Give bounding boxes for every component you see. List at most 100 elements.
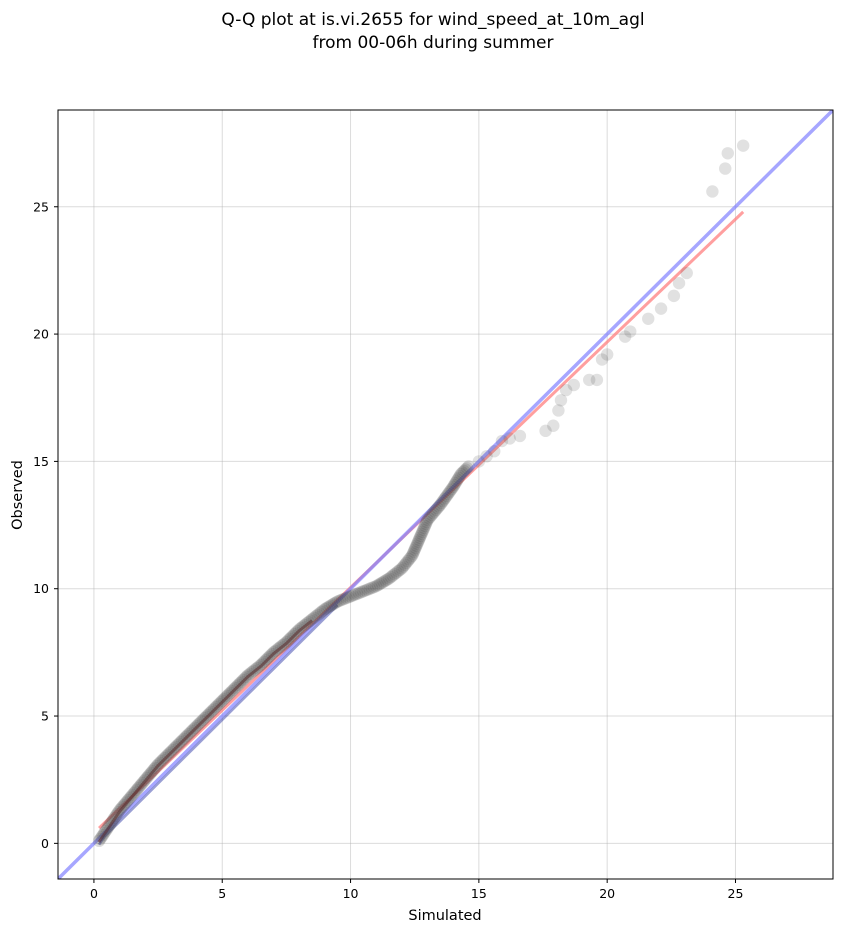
qq-point	[227, 683, 240, 696]
qq-point	[421, 513, 434, 527]
qq-point	[232, 678, 245, 692]
qq-point	[259, 654, 272, 667]
qq-point	[191, 718, 205, 731]
qq-point	[238, 672, 251, 685]
qq-point	[583, 373, 596, 387]
qq-point	[262, 650, 275, 664]
qq-point	[462, 460, 475, 473]
qq-point	[294, 621, 308, 635]
qq-point	[398, 558, 412, 571]
qq-point	[204, 705, 218, 719]
chart-title-line-1: Q-Q plot at is.vi.2655 for wind_speed_at…	[221, 10, 644, 30]
qq-point	[185, 724, 198, 738]
qq-point	[133, 780, 146, 793]
reference-lines	[58, 110, 833, 879]
qq-point	[159, 750, 173, 763]
qq-point	[278, 637, 291, 650]
qq-point	[300, 617, 313, 630]
qq-point	[412, 533, 426, 546]
qq-point	[552, 404, 565, 417]
qq-point	[265, 647, 279, 661]
qq-point	[109, 809, 122, 823]
qq-point	[92, 834, 106, 848]
qq-point	[131, 781, 145, 795]
qq-point	[114, 802, 128, 815]
qq-point	[240, 670, 253, 684]
qq-point	[144, 766, 158, 780]
qq-point	[256, 657, 269, 670]
qq-point	[190, 720, 203, 733]
qq-point	[228, 681, 242, 695]
qq-point	[405, 549, 419, 562]
qq-point	[137, 775, 151, 788]
qq-point	[304, 614, 317, 627]
qq-point	[618, 330, 632, 343]
qq-point	[116, 800, 129, 814]
qq-point	[182, 727, 195, 741]
qq-point	[151, 758, 165, 771]
qq-point	[386, 569, 399, 582]
qq-point	[365, 581, 379, 595]
qq-point	[322, 600, 335, 614]
qq-point	[414, 529, 427, 543]
y-tick-label: 0	[41, 836, 49, 851]
qq-point	[327, 597, 341, 610]
qq-point	[147, 763, 161, 776]
qq-point	[417, 521, 431, 535]
qq-point	[235, 675, 248, 688]
qq-point	[393, 563, 407, 576]
qq-point	[418, 519, 432, 533]
qq-point	[667, 289, 681, 303]
data-points	[92, 139, 750, 848]
qq-point	[480, 450, 493, 463]
qq-point	[392, 565, 405, 578]
qq-point	[209, 700, 223, 714]
qq-point	[431, 501, 444, 515]
qq-point	[289, 626, 303, 639]
qq-point	[459, 463, 472, 476]
qq-point	[254, 658, 267, 672]
qq-point	[432, 500, 446, 513]
qq-point	[187, 723, 200, 736]
qq-point	[590, 373, 604, 387]
qq-point	[214, 696, 227, 709]
x-tick-label: 5	[218, 886, 226, 901]
y-tick-label: 25	[33, 199, 49, 214]
qq-point	[250, 661, 264, 675]
qq-point	[143, 768, 156, 781]
qq-point	[335, 593, 349, 606]
qq-point	[196, 713, 210, 727]
qq-point	[427, 506, 440, 520]
qq-point	[448, 478, 461, 492]
qq-point	[177, 732, 190, 746]
qq-point	[257, 655, 271, 669]
qq-point	[298, 618, 311, 632]
qq-point	[453, 469, 466, 483]
qq-point	[100, 823, 113, 836]
qq-point	[460, 461, 474, 475]
qq-point	[326, 598, 339, 611]
qq-point	[264, 649, 277, 662]
qq-point	[121, 793, 135, 807]
qq-point	[201, 708, 215, 722]
qq-point	[195, 715, 208, 728]
qq-point	[547, 419, 560, 432]
qq-point	[164, 745, 178, 758]
qq-point	[302, 615, 315, 629]
qq-point	[337, 592, 351, 606]
qq-point	[390, 566, 403, 579]
qq-point	[105, 815, 119, 828]
qq-point	[129, 785, 142, 798]
qq-point	[140, 771, 153, 785]
qq-point	[169, 740, 182, 754]
dense-fit-overlay	[97, 619, 313, 843]
x-tick-label: 25	[728, 886, 744, 901]
x-tick-label: 15	[471, 886, 487, 901]
qq-point	[320, 601, 333, 615]
qq-point	[150, 759, 163, 773]
qq-point	[280, 635, 293, 649]
identity-line	[58, 110, 833, 879]
qq-point	[403, 553, 416, 566]
qq-point	[340, 591, 353, 605]
qq-point	[642, 312, 655, 326]
